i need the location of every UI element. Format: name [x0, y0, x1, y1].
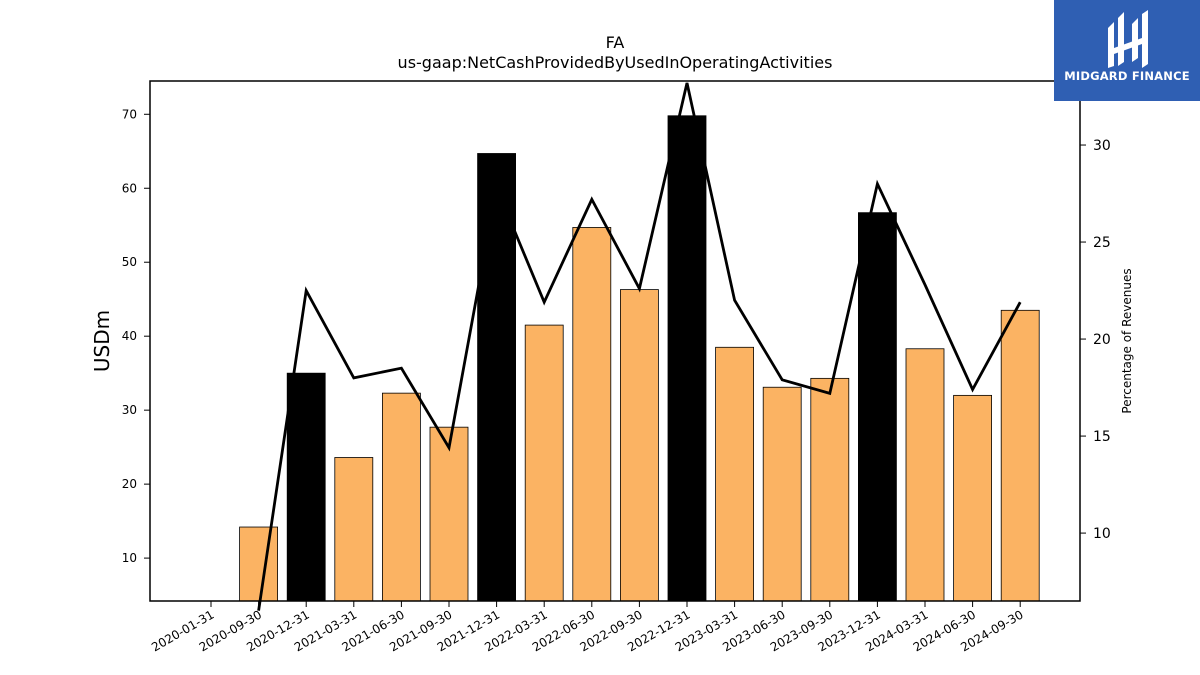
y2-axis-label: Percentage of Revenues: [1120, 268, 1134, 413]
y-tick-label: 70: [122, 107, 137, 121]
bar: [429, 426, 469, 602]
bar: [524, 324, 564, 602]
bar: [286, 372, 326, 602]
y2-tick-label: 20: [1093, 332, 1111, 348]
bar: [334, 457, 374, 602]
y-tick-label: 30: [122, 403, 137, 417]
y-tick-label: 20: [122, 477, 137, 491]
brand-name: MIDGARD FINANCE: [1064, 69, 1190, 83]
chart-subtitle: us-gaap:NetCashProvidedByUsedInOperating…: [398, 53, 833, 72]
bar: [953, 394, 992, 602]
bar: [762, 386, 802, 602]
bar: [858, 212, 897, 602]
bar: [477, 153, 517, 602]
chart-title: FA: [606, 33, 625, 52]
y2-tick-label: 15: [1093, 429, 1111, 445]
bar: [239, 526, 279, 602]
bar: [620, 289, 659, 602]
y-tick-label: 40: [122, 329, 137, 343]
bar: [810, 377, 850, 602]
y2-tick-label: 10: [1093, 526, 1111, 542]
bar: [381, 392, 421, 602]
y2-tick-label: 30: [1093, 138, 1111, 154]
bar: [715, 346, 754, 602]
bar: [905, 348, 945, 602]
brand-logo: MIDGARD FINANCE: [1054, 0, 1200, 101]
series-line: [257, 82, 1022, 611]
y-axis-label: USDm: [90, 310, 114, 372]
y-tick-label: 60: [122, 181, 137, 195]
y-tick-label: 10: [122, 551, 137, 565]
y2-tick-label: 25: [1093, 235, 1111, 251]
bar: [667, 115, 707, 602]
plot-frame: [149, 80, 1081, 602]
bar: [572, 227, 612, 602]
y-tick-label: 50: [122, 255, 137, 269]
bar: [1000, 309, 1040, 602]
midgard-mh-monogram-icon: [1108, 10, 1148, 68]
